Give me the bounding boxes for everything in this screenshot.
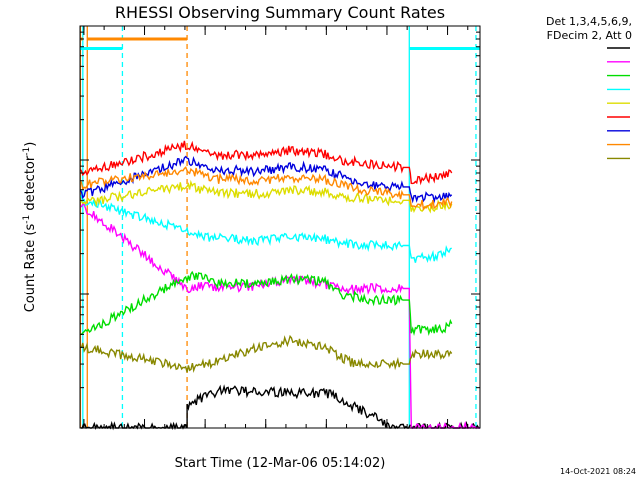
- series-line-50-100-kev: [79, 179, 453, 214]
- series-line-800-7000-kev: [79, 166, 453, 211]
- chart-title: RHESSI Observing Summary Count Rates: [115, 3, 445, 22]
- series-line-100-300-kev: [79, 140, 453, 186]
- x-axis-label: Start Time (12-Mar-06 05:14:02): [175, 456, 386, 471]
- series-line-25-50-kev: [79, 194, 452, 264]
- y-axis-label-part: detector: [23, 155, 38, 215]
- legend: [607, 47, 630, 160]
- series-line-7000-15000-kev: [80, 334, 453, 373]
- y-axis-label-part: Count Rate (s: [23, 224, 38, 313]
- legend-header: FDecim 2, Att 0: [547, 29, 632, 42]
- series-line-300-800-kev: [79, 155, 453, 204]
- y-axis-label-exponent: -1: [22, 147, 32, 156]
- flag-bars: [80, 37, 480, 50]
- observation-markers: [79, 26, 477, 428]
- series-lines: [79, 140, 481, 431]
- y-axis-label-part: ): [23, 142, 38, 147]
- legend-header: Det 1,3,4,5,6,9,: [546, 15, 632, 28]
- plot-frame: [79, 25, 481, 429]
- x-axis-ticks: [83, 26, 469, 428]
- y-axis-ticks: [80, 25, 480, 429]
- footer-date: 14-Oct-2021 08:24: [560, 467, 636, 476]
- series-line-12-25-kev: [80, 270, 453, 336]
- y-axis-label-exponent: -1: [22, 215, 32, 224]
- y-axis-label: Count Rate (s-1 detector-1): [22, 142, 38, 313]
- series-line-3-6-kev: [80, 384, 481, 431]
